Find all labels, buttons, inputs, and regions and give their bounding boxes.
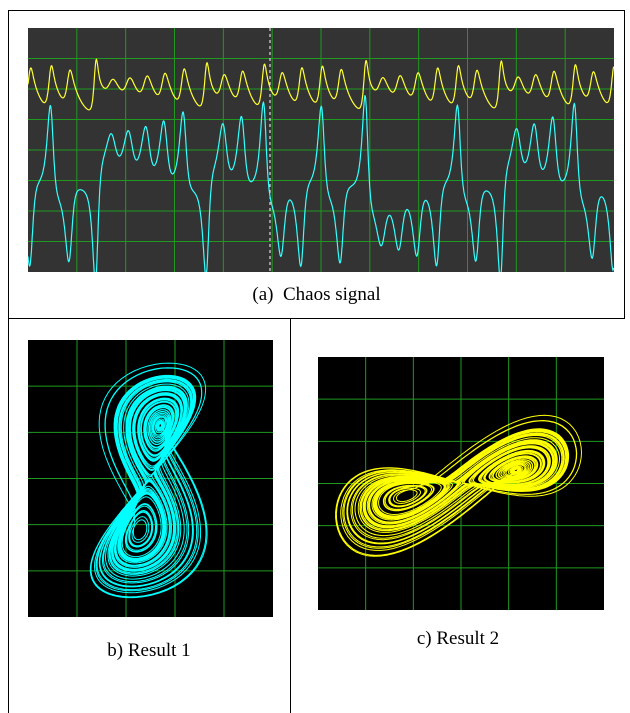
caption: c) Result 2 xyxy=(291,628,625,650)
result1-scope xyxy=(28,340,273,617)
caption: b) Result 1 xyxy=(8,640,290,662)
frame-mid xyxy=(8,318,625,319)
chaos-signal-scope xyxy=(28,28,614,272)
caption: (a) Chaos signal xyxy=(8,284,625,306)
frame-right xyxy=(624,10,625,318)
frame-divider xyxy=(290,318,291,713)
frame-top xyxy=(8,10,625,11)
page: (a) Chaos signal b) Result 1 c) Result 2… xyxy=(0,0,630,713)
frame-left xyxy=(8,10,9,713)
result2-scope xyxy=(318,357,604,610)
